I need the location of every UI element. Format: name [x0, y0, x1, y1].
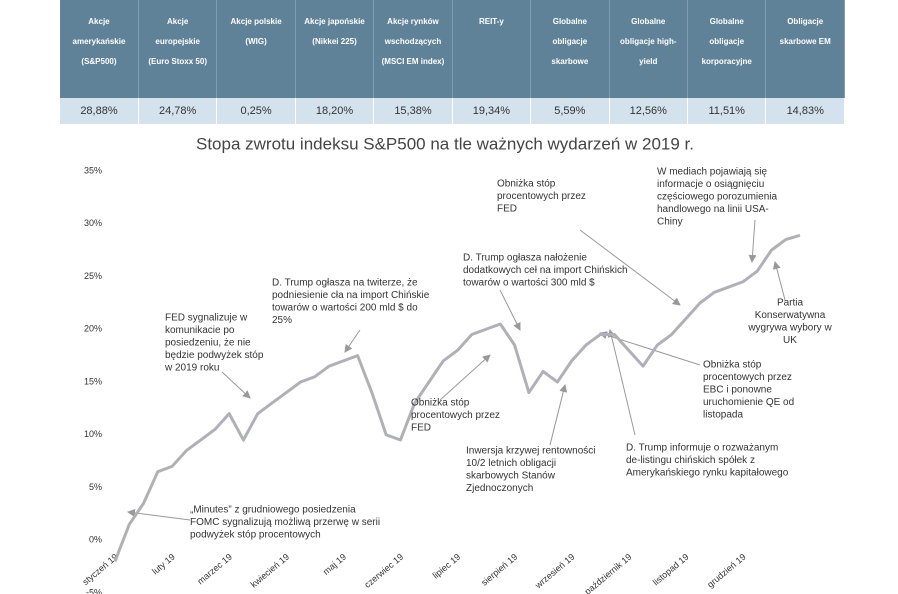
annotation: będzie podwyżek stóp — [165, 350, 264, 361]
annotation: „Minutes” z grudniowego posiedzenia — [190, 505, 356, 516]
column-header: Akcje rynków wschodzących (MSCI EM index… — [373, 0, 453, 98]
annotation: UK — [783, 335, 797, 346]
annotation: FED — [497, 204, 517, 215]
return-cell: 15,38% — [373, 98, 453, 124]
annotation: FED — [411, 423, 431, 434]
annotation: Inwersja krzywej rentowności — [466, 446, 596, 457]
x-tick-label: listopad 19 — [651, 552, 691, 588]
y-tick-label: 25% — [84, 271, 102, 281]
annotation: towarów o wartości 300 mld $ — [463, 278, 595, 289]
column-header: Akcje europejskie (Euro Stoxx 50) — [138, 0, 218, 98]
annotation: listopada — [703, 410, 743, 421]
annotation: Chiny — [657, 217, 683, 228]
x-tick-label: kwiecień 19 — [249, 552, 291, 590]
annotation: handlowego na linii USA- — [657, 204, 769, 215]
y-tick-label: -5% — [86, 587, 102, 594]
annotation: Obniżka stóp — [497, 179, 556, 190]
x-tick-label: marzec 19 — [195, 552, 234, 587]
annotation: podniesienie cła na import Chińskie — [272, 290, 430, 301]
annotation: D. Trump ogłasza nałożenie — [463, 253, 587, 264]
x-tick-label: sierpień 19 — [479, 552, 519, 588]
x-tick-label: czerwiec 19 — [362, 552, 405, 590]
return-cell: 5,59% — [530, 98, 610, 124]
x-tick-label: styczeń 19 — [80, 552, 119, 587]
annotation: dodatkowych ceł na import Chińskich — [463, 265, 628, 276]
annotation: podwyżek stóp procentowych — [190, 530, 321, 541]
annotation: komunikacie po — [165, 325, 235, 336]
chart-title: Stopa zwrotu indeksu S&P500 na tle ważny… — [196, 134, 694, 153]
x-tick-label: maj 19 — [321, 552, 348, 577]
y-tick-label: 35% — [84, 165, 102, 175]
annotation: Partia — [777, 298, 804, 309]
annotation: uruchomienie QE od — [703, 397, 794, 408]
column-header: Globalne obligacje high-yield — [609, 0, 689, 98]
annotation: w 2019 roku — [164, 363, 219, 374]
y-tick-label: 0% — [89, 535, 102, 545]
annotation: informacje o osiągnięciu — [657, 179, 764, 190]
return-cell: 19,34% — [452, 98, 532, 124]
x-tick-label: październik 19 — [583, 552, 634, 594]
annotation: Amerykańskiego rynku kapitałowego — [626, 468, 789, 479]
annotation: towarów o wartości 200 mld $ do — [272, 303, 418, 314]
return-cell: 14,83% — [765, 98, 845, 124]
column-header: Globalne obligacje skarbowe — [530, 0, 610, 98]
returns-table: Akcje amerykańskie (S&P500) Akcje europej… — [60, 0, 845, 124]
column-header: Globalne obligacje korporacyjne — [687, 0, 767, 98]
annotation: wygrywa wybory w — [747, 323, 832, 334]
column-header: Akcje amerykańskie (S&P500) — [60, 0, 139, 98]
column-header: Akcje polskie (WIG) — [216, 0, 296, 98]
return-cell: 0,25% — [216, 98, 296, 124]
value-row: 28,88% 24,78% 0,25% 18,20% 15,38% 19,34% 5,59%… — [60, 98, 845, 124]
return-cell: 24,78% — [138, 98, 218, 124]
data-line — [113, 233, 801, 562]
annotation: posiedzeniu, że nie — [165, 338, 251, 349]
annotation: Zjednoczonych — [466, 483, 533, 494]
annotation: skarbowych Stanów — [466, 471, 556, 482]
y-tick-label: 15% — [84, 376, 102, 386]
y-tick-label: 5% — [89, 482, 102, 492]
annotation: procentowych przez — [497, 191, 586, 202]
column-header: Akcje japońskie (Nikkei 225) — [295, 0, 375, 98]
header-row: Akcje amerykańskie (S&P500) Akcje europej… — [60, 0, 845, 98]
annotation: FOMC sygnalizują możliwą przerwę w serii — [190, 517, 380, 528]
annotation: FED sygnalizuje w — [165, 313, 248, 324]
annotation: 10/2 letnich obligacji — [466, 458, 556, 469]
y-tick-label: 30% — [84, 218, 102, 228]
column-header: Obligacje skarbowe EM — [765, 0, 845, 98]
annotation: D. Trump ogłasza na twiterze, że — [272, 278, 418, 289]
annotation: Konserwatywna — [755, 310, 826, 321]
x-tick-label: luty 19 — [150, 552, 177, 577]
x-tick-label: lipiec 19 — [431, 552, 463, 581]
column-header: REIT-y — [452, 0, 532, 98]
annotation: EBC i ponowne — [703, 385, 772, 396]
annotation: częściowego porozumienia — [657, 192, 778, 203]
annotation: procentowych przez — [411, 410, 500, 421]
annotation: de-listingu chińskich spółek z — [626, 455, 755, 466]
return-cell: 12,56% — [609, 98, 689, 124]
y-tick-label: 20% — [84, 324, 102, 334]
annotation: W mediach pojawiają się — [657, 167, 767, 178]
annotation: D. Trump informuje o rozważanym — [626, 443, 778, 454]
annotation: Obniżka stóp — [703, 360, 762, 371]
x-tick-label: grudzień 19 — [705, 552, 747, 590]
y-tick-label: 10% — [84, 429, 102, 439]
annotation: Obniżka stóp — [411, 398, 470, 409]
x-tick-label: wrzesień 19 — [532, 552, 576, 591]
annotation: procentowych przez — [703, 372, 792, 383]
return-cell: 11,51% — [687, 98, 767, 124]
return-cell: 28,88% — [60, 98, 139, 124]
annotation: 25% — [272, 315, 292, 326]
return-cell: 18,20% — [295, 98, 375, 124]
